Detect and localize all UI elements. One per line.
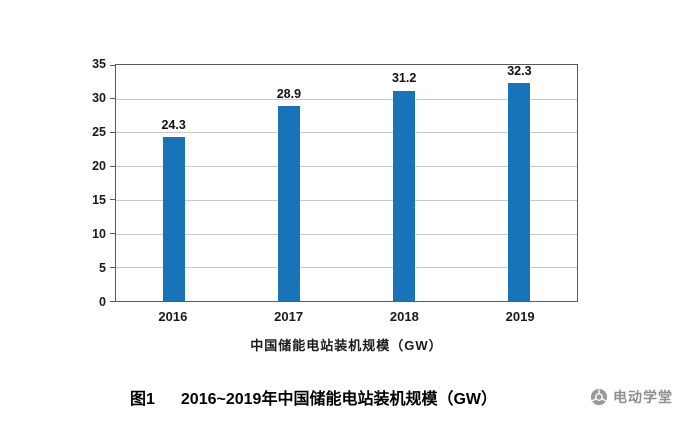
y-tick-mark — [110, 98, 116, 100]
y-tick-mark — [110, 165, 116, 167]
figure-number-label: 图1 — [130, 391, 155, 408]
x-axis-tick-label: 2019 — [505, 309, 535, 324]
y-axis-tick-label: 15 — [92, 192, 106, 207]
x-axis-title: 中国储能电站装机规模（GW） — [250, 338, 443, 353]
gridline — [116, 166, 577, 168]
y-axis-labels: 0 5 10 15 20 25 30 35 — [58, 58, 106, 308]
gridline — [116, 98, 577, 100]
y-tick-mark — [110, 300, 116, 302]
gridline — [116, 199, 577, 201]
bar-value-label: 31.2 — [391, 71, 417, 86]
watermark-text: 电动学堂 — [613, 389, 673, 405]
bar — [393, 90, 416, 301]
y-axis-tick-label: 20 — [92, 158, 106, 173]
y-tick-mark — [110, 64, 116, 66]
bar-slot: 31.2 — [347, 65, 462, 301]
y-tick-mark — [110, 266, 116, 268]
y-axis-tick-label: 0 — [99, 294, 106, 309]
bar-slot: 24.3 — [116, 65, 231, 301]
bar-value-label: 32.3 — [507, 63, 532, 78]
gridline — [116, 267, 577, 269]
gridline — [116, 233, 577, 235]
figure-caption: 图1 2016~2019年中国储能电站装机规模（GW） — [0, 385, 627, 409]
y-axis-tick-label: 10 — [92, 226, 106, 241]
y-axis-tick-label: 35 — [92, 56, 106, 71]
bar — [277, 106, 300, 301]
y-tick-mark — [110, 199, 116, 201]
gridline — [116, 132, 577, 134]
y-tick-mark — [110, 233, 116, 235]
bar — [162, 137, 185, 301]
y-axis-tick-label: 25 — [92, 124, 106, 139]
bar-slot: 28.9 — [231, 65, 346, 301]
bar-slots: 24.3 28.9 31.2 32.3 — [116, 65, 577, 301]
edong-xuetang-logo-icon — [590, 388, 608, 406]
watermark: 电动学堂 — [590, 387, 673, 407]
bar-value-label: 28.9 — [276, 86, 302, 101]
y-axis-tick-label: 30 — [92, 90, 106, 105]
x-axis-tick-label: 2018 — [389, 309, 419, 324]
bar-slot: 32.3 — [462, 65, 577, 301]
bar — [508, 83, 531, 301]
x-axis-tick-label: 2016 — [158, 309, 188, 324]
y-tick-mark — [110, 131, 116, 133]
bar-value-label: 24.3 — [161, 117, 186, 132]
y-axis-tick-label: 5 — [99, 260, 106, 275]
x-axis-labels: 2016 2017 2018 2019 — [115, 309, 578, 324]
figure-caption-text: 2016~2019年中国储能电站装机规模（GW） — [180, 391, 497, 408]
x-axis-tick-label: 2017 — [274, 309, 304, 324]
plot-area: 24.3 28.9 31.2 32.3 — [110, 64, 578, 302]
